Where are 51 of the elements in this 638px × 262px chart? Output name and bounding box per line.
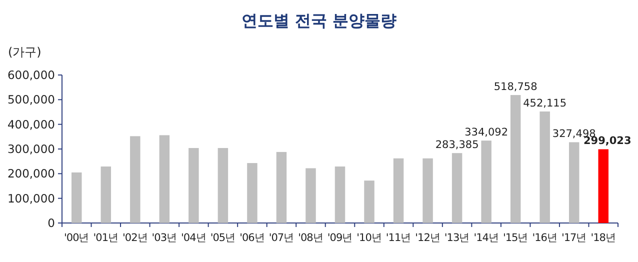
x-tick-label: '18년 — [590, 232, 616, 244]
x-tick-label: '10년 — [356, 232, 382, 244]
x-tick-label: '12년 — [415, 232, 440, 244]
x-tick-label: '00년 — [64, 232, 90, 244]
bar — [276, 152, 287, 223]
x-tick-label: '07년 — [268, 232, 294, 244]
x-tick-label: '11년 — [386, 232, 412, 244]
bar — [72, 172, 82, 223]
x-tick-label: '03년 — [152, 232, 178, 244]
x-tick-label: '15년 — [502, 232, 528, 244]
x-tick-label: '04년 — [181, 232, 206, 244]
y-tick-label: 200,000 — [7, 166, 55, 181]
bar — [159, 135, 170, 223]
x-tick-label: '09년 — [327, 232, 353, 244]
bar — [598, 149, 608, 223]
x-tick-label: '14년 — [474, 232, 499, 244]
bar — [364, 180, 374, 223]
data-label: 518,758 — [494, 81, 538, 94]
bar — [334, 166, 346, 223]
y-tick-label: 600,000 — [7, 68, 55, 82]
bar — [510, 95, 521, 223]
bar — [130, 136, 140, 223]
chart-title: 연도별 전국 분양물량 — [241, 11, 397, 30]
bar — [188, 148, 199, 223]
x-tick-label: '05년 — [210, 232, 236, 244]
y-tick-label: 100,000 — [7, 191, 55, 206]
x-tick-label: '16년 — [532, 232, 558, 244]
bar — [393, 158, 404, 223]
x-tick-label: '17년 — [561, 232, 587, 244]
bar — [452, 153, 462, 223]
bar — [247, 163, 258, 223]
bar — [100, 166, 112, 223]
bar — [568, 142, 580, 223]
x-tick-label: '06년 — [240, 232, 265, 244]
bar — [218, 148, 228, 223]
data-label: 334,092 — [464, 126, 508, 139]
y-tick-label: 400,000 — [7, 117, 55, 132]
x-tick-label: '02년 — [122, 232, 148, 244]
y-tick-label: 0 — [48, 216, 55, 230]
bar — [481, 140, 492, 223]
y-tick-label: 300,000 — [7, 142, 55, 156]
data-label: 283,385 — [435, 139, 479, 152]
bar — [422, 158, 433, 223]
bar — [306, 168, 316, 223]
x-tick-label: '13년 — [444, 232, 470, 244]
y-tick-label: 500,000 — [7, 92, 55, 107]
y-axis-title: (가구) — [8, 45, 42, 59]
x-tick-label: '01년 — [93, 232, 119, 244]
bar — [540, 111, 550, 223]
x-tick-label: '08년 — [298, 232, 324, 244]
data-label: 452,115 — [523, 97, 567, 110]
